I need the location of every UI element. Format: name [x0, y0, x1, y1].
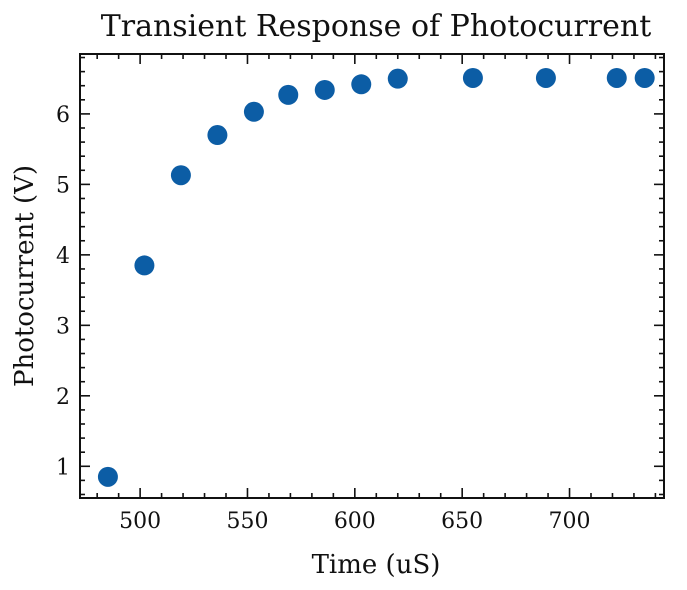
- data-point: [134, 255, 155, 276]
- y-axis-label: Photocurrent (V): [10, 165, 40, 387]
- data-point: [387, 68, 408, 89]
- data-point: [535, 67, 556, 88]
- data-point: [207, 125, 228, 146]
- y-tick-label: 1: [56, 455, 70, 480]
- data-point: [97, 466, 118, 487]
- data-point: [314, 79, 335, 100]
- plot-frame: [79, 53, 665, 499]
- x-tick-label: 600: [334, 509, 376, 534]
- data-point: [606, 67, 627, 88]
- x-tick-label: 650: [441, 509, 483, 534]
- chart-title: Transient Response of Photocurrent: [101, 9, 652, 44]
- data-point: [278, 84, 299, 105]
- y-tick-label: 2: [56, 385, 70, 410]
- data-point: [462, 67, 483, 88]
- x-tick-label: 500: [119, 509, 161, 534]
- data-point: [243, 101, 264, 122]
- y-tick-label: 3: [56, 314, 70, 339]
- y-tick-label: 6: [56, 103, 70, 128]
- axis-ticks: [80, 54, 664, 498]
- x-axis-label: Time (uS): [312, 550, 441, 580]
- x-tick-label: 550: [226, 509, 268, 534]
- y-tick-label: 4: [56, 244, 70, 269]
- y-tick-label: 5: [56, 173, 70, 198]
- data-point: [634, 67, 655, 88]
- x-tick-label: 700: [549, 509, 591, 534]
- tick-labels: 500 550 600 650 700 1 2 3 4 5 6: [56, 103, 591, 534]
- data-point: [351, 74, 372, 95]
- data-point: [170, 165, 191, 186]
- data-points: [97, 67, 655, 487]
